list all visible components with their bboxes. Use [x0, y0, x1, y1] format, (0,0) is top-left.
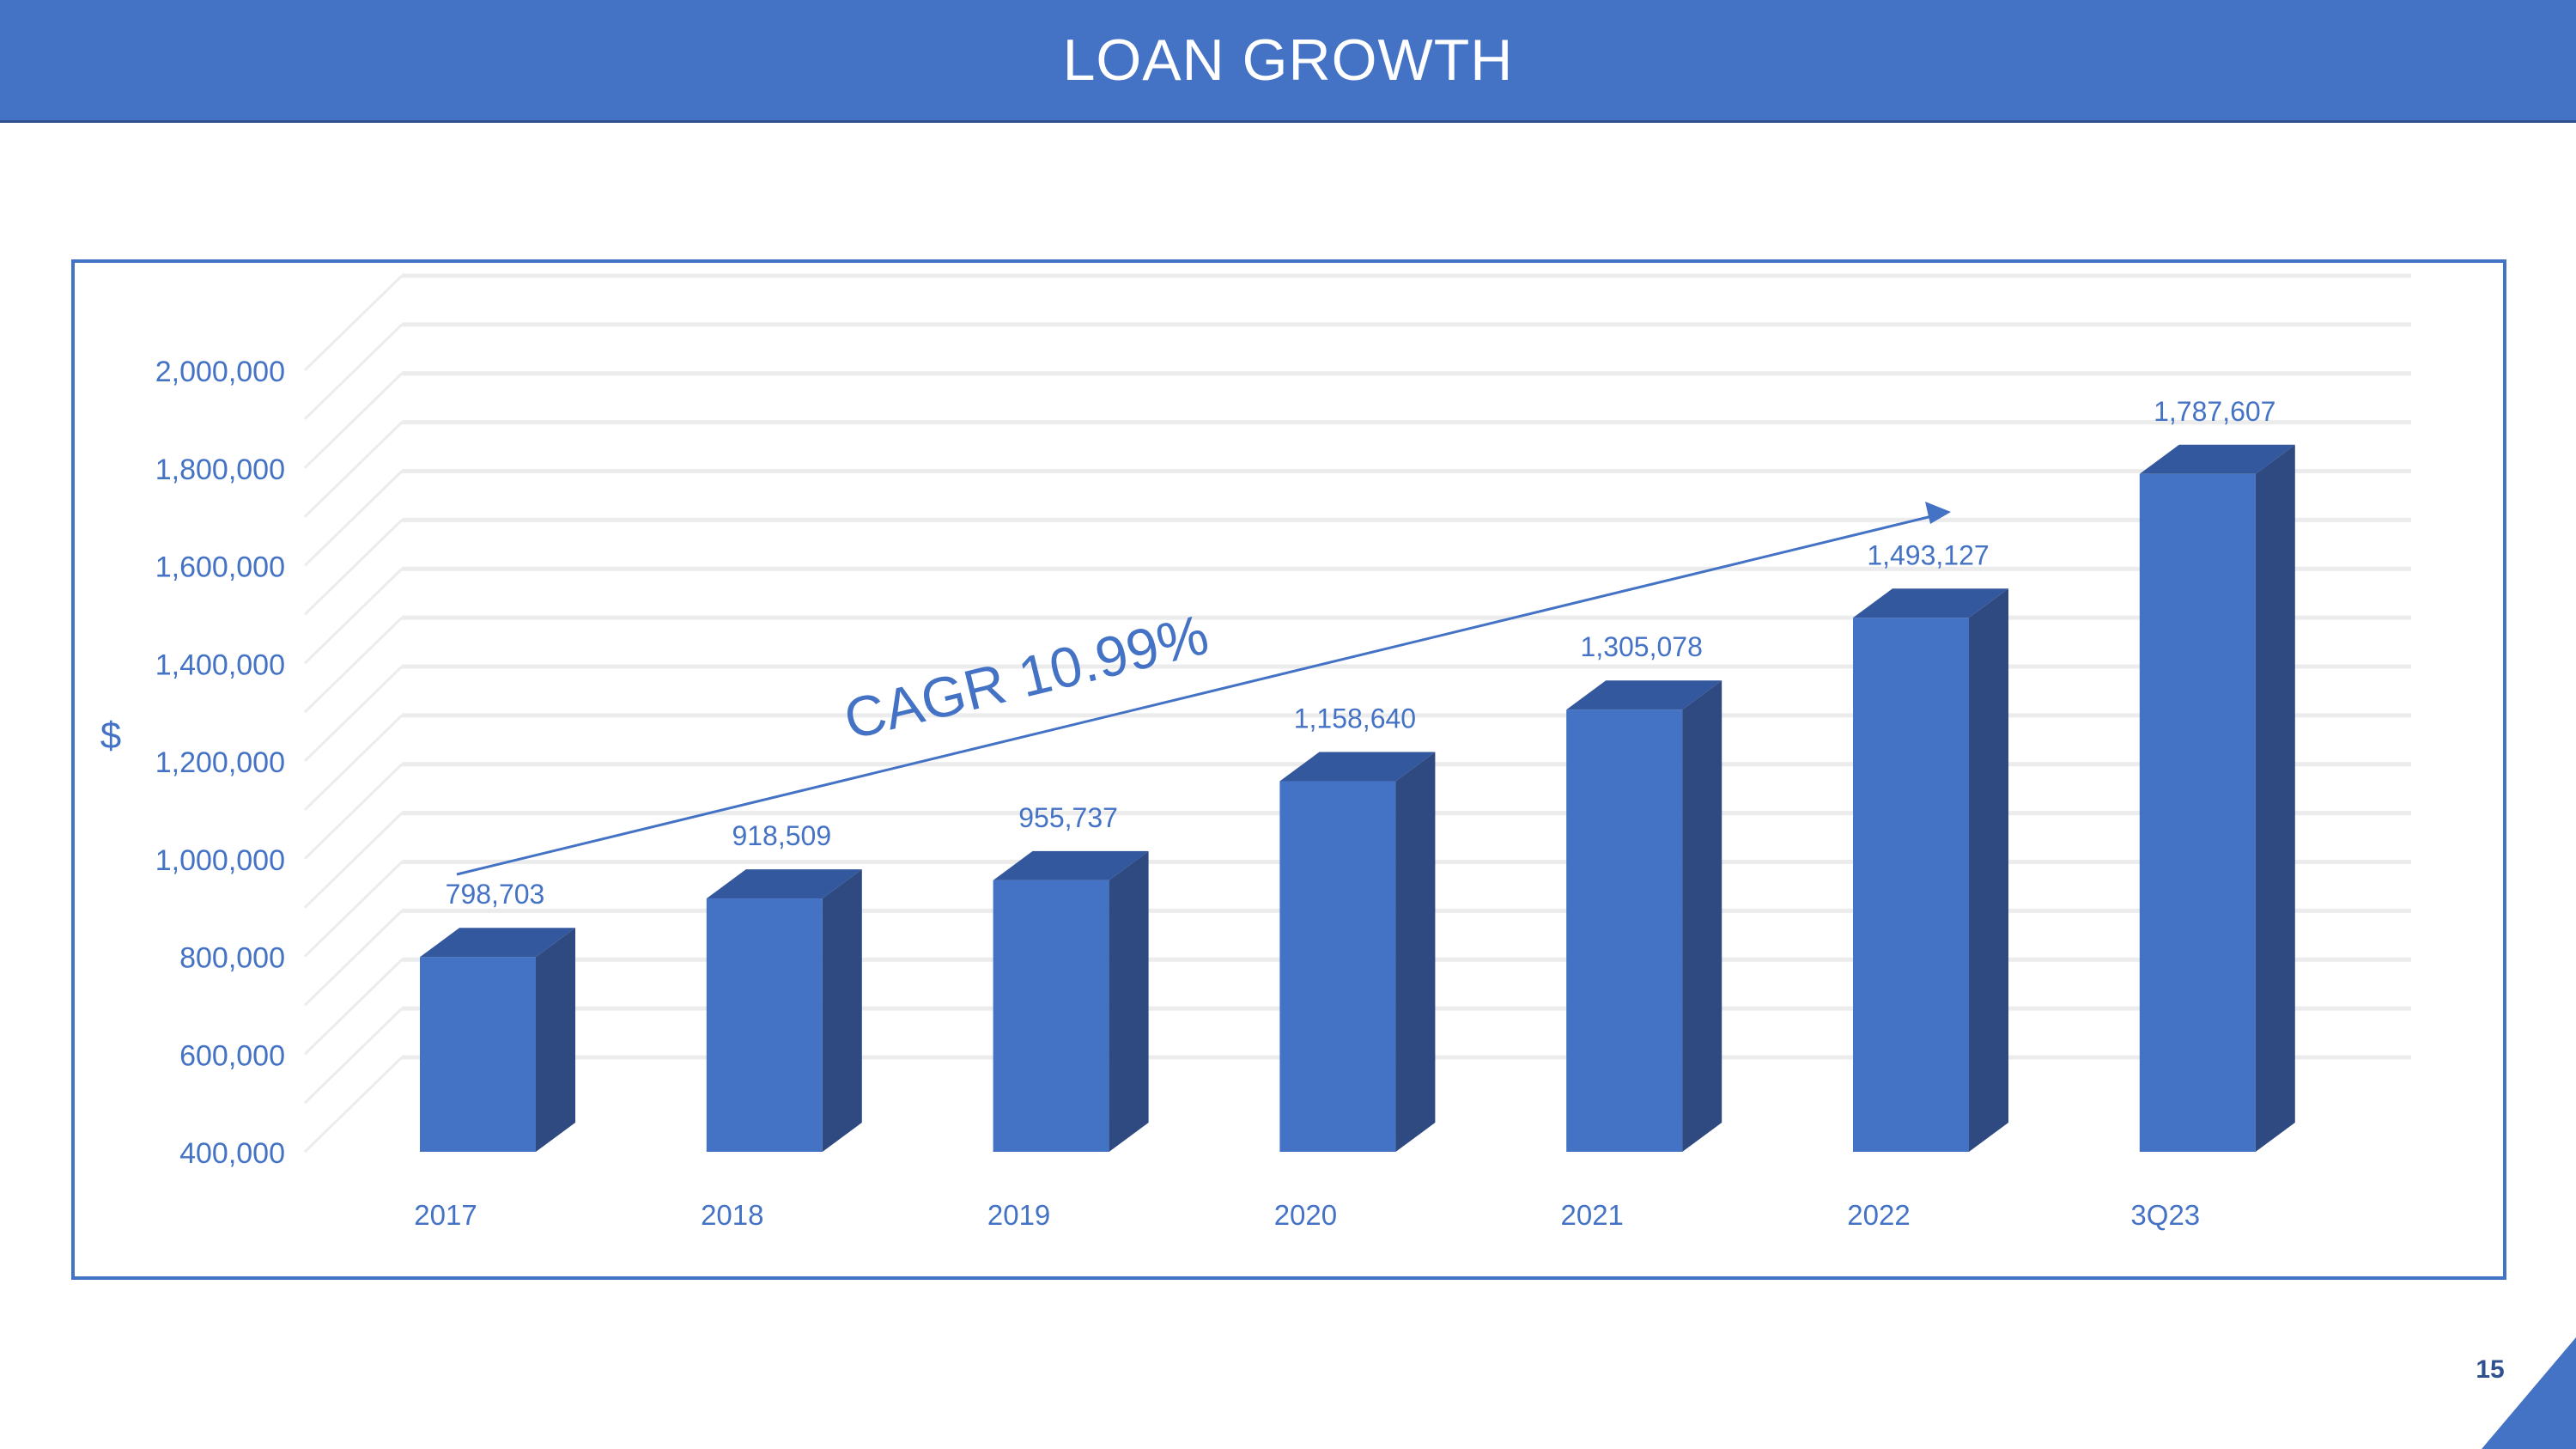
title-banner: LOAN GROWTH: [0, 0, 2576, 123]
bar-front: [1279, 781, 1396, 1152]
bar-side: [1395, 752, 1436, 1152]
bar-side: [1682, 680, 1722, 1152]
x-tick-label: 3Q23: [2130, 1199, 2200, 1231]
x-tick-label: 2022: [1847, 1199, 1910, 1231]
gridline-side: [303, 714, 404, 811]
gridline-side: [303, 910, 404, 1007]
bar-top: [993, 850, 1149, 880]
gridline-side: [303, 617, 404, 714]
y-tick-label: 2,000,000: [155, 356, 285, 388]
bar-side: [2255, 444, 2295, 1152]
bar-front: [1853, 618, 1969, 1152]
bar-2018: [706, 869, 862, 1152]
chart-frame: 400,000 600,000 800,000 1,000,000 1,200,000 1…: [71, 259, 2506, 1280]
x-tick-label: 2017: [414, 1199, 477, 1231]
y-tick-label: 400,000: [179, 1137, 285, 1170]
bar-side: [822, 869, 862, 1152]
annotation-layer: CAGR 10.99%: [456, 502, 1951, 876]
y-tick-label: 1,200,000: [155, 746, 285, 779]
data-label: 1,493,127: [1867, 539, 1989, 570]
gridline-side: [303, 519, 404, 616]
bar-top: [706, 869, 862, 899]
bar-top: [1279, 752, 1436, 782]
data-label: 918,509: [732, 820, 831, 851]
gridline-side: [303, 861, 404, 958]
x-tick-label: 2020: [1274, 1199, 1337, 1231]
gridline-side: [303, 763, 404, 860]
bar-2017: [420, 928, 575, 1152]
bar-front: [1566, 709, 1683, 1152]
gridline-side: [303, 812, 404, 909]
bar-2020: [1279, 752, 1436, 1152]
gridline-side: [303, 323, 404, 420]
data-label: 1,305,078: [1581, 631, 1703, 662]
bar-3Q23: [2139, 444, 2295, 1152]
cagr-arrow-head: [1925, 502, 1951, 524]
y-tick-label: 1,400,000: [155, 648, 285, 681]
bar-side: [536, 928, 575, 1152]
x-tick-label: 2018: [701, 1199, 763, 1231]
bar-top: [2139, 444, 2295, 474]
y-tick-label: 600,000: [179, 1039, 285, 1072]
gridline-side: [303, 470, 404, 567]
gridline-side: [303, 372, 404, 469]
gridline-side: [303, 959, 404, 1056]
gridline-side: [303, 568, 404, 665]
slide-title: LOAN GROWTH: [1062, 27, 1514, 93]
y-tick-label: 1,600,000: [155, 551, 285, 584]
page-number: 15: [2476, 1355, 2505, 1384]
y-tick-label: 800,000: [179, 942, 285, 975]
bar-2022: [1853, 588, 2008, 1152]
data-label: 955,737: [1018, 802, 1118, 833]
gridline-side: [303, 1008, 404, 1105]
data-label: 1,158,640: [1294, 703, 1416, 734]
cagr-annotation: CAGR 10.99%: [838, 602, 1214, 752]
x-tick-label: 2019: [987, 1199, 1050, 1231]
gridline-side: [303, 665, 404, 763]
bar-2021: [1566, 680, 1722, 1152]
bar-front: [2139, 473, 2256, 1152]
bar-top: [1566, 680, 1722, 710]
page-corner-triangle: [2482, 1337, 2576, 1449]
cagr-arrow-line: [456, 514, 1936, 876]
gridline-side: [303, 421, 404, 518]
bar-2019: [993, 850, 1149, 1152]
y-tick-label: 1,800,000: [155, 454, 285, 486]
gridline-side: [303, 274, 404, 372]
y-axis-label: $: [100, 715, 121, 757]
y-tick-label: 1,000,000: [155, 844, 285, 877]
bars-layer: [420, 444, 2295, 1152]
gridline-side: [303, 1056, 404, 1154]
data-label: 798,703: [446, 879, 545, 910]
bar-front: [420, 957, 536, 1152]
bar-top: [420, 928, 575, 958]
bar-side: [1109, 850, 1149, 1152]
x-tick-label: 2021: [1560, 1199, 1623, 1231]
bar-front: [993, 880, 1109, 1152]
bar-top: [1853, 588, 2008, 618]
bar-side: [1969, 588, 2008, 1152]
bar-front: [706, 898, 823, 1152]
loan-growth-chart: 400,000 600,000 800,000 1,000,000 1,200,000 1…: [100, 273, 2411, 1231]
data-label: 1,787,607: [2154, 396, 2275, 427]
labels-layer: 400,000 600,000 800,000 1,000,000 1,200,000 1…: [100, 356, 2276, 1231]
